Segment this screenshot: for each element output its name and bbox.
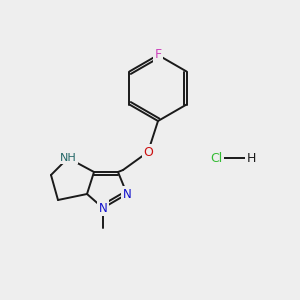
Text: Cl: Cl	[210, 152, 222, 164]
Text: NH: NH	[60, 153, 76, 163]
Text: N: N	[123, 188, 131, 200]
Text: O: O	[143, 146, 153, 158]
Text: N: N	[99, 202, 107, 214]
Text: F: F	[154, 49, 162, 62]
Text: H: H	[246, 152, 256, 164]
